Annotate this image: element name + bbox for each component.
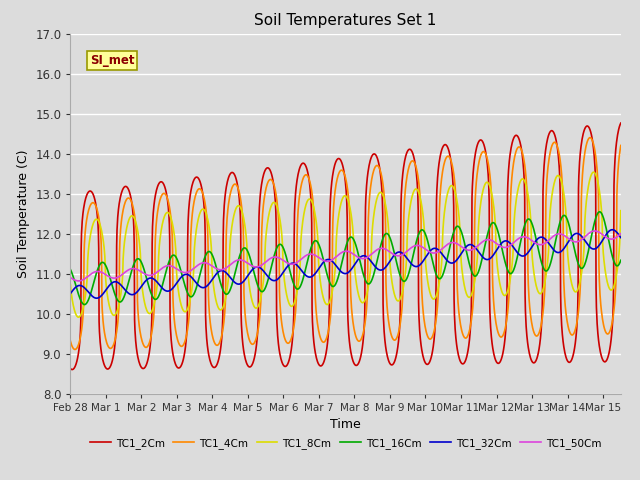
X-axis label: Time: Time <box>330 418 361 431</box>
Line: TC1_8Cm: TC1_8Cm <box>70 172 621 317</box>
Y-axis label: Soil Temperature (C): Soil Temperature (C) <box>17 149 29 278</box>
TC1_32Cm <box>321 258 329 264</box>
TC1_50Cm <box>591 228 598 234</box>
TC1_2Cm <box>321 355 329 361</box>
TC1_16Cm <box>476 266 483 272</box>
TC1_32Cm <box>153 279 161 285</box>
TC1_50Cm <box>556 231 564 237</box>
TC1_32Cm <box>611 228 618 233</box>
Line: TC1_4Cm: TC1_4Cm <box>70 138 621 349</box>
TC1_50Cm <box>75 278 83 284</box>
TC1_8Cm <box>67 282 74 288</box>
TC1_50Cm <box>153 269 161 275</box>
TC1_32Cm <box>332 262 339 268</box>
TC1_50Cm <box>617 231 625 237</box>
Legend: TC1_2Cm, TC1_4Cm, TC1_8Cm, TC1_16Cm, TC1_32Cm, TC1_50Cm: TC1_2Cm, TC1_4Cm, TC1_8Cm, TC1_16Cm, TC1… <box>86 434 605 453</box>
TC1_4Cm <box>321 338 329 344</box>
TC1_16Cm <box>321 264 329 269</box>
TC1_50Cm <box>67 275 74 280</box>
TC1_16Cm <box>556 219 564 225</box>
TC1_50Cm <box>321 258 329 264</box>
TC1_50Cm <box>332 254 339 260</box>
TC1_50Cm <box>476 241 483 247</box>
TC1_4Cm <box>153 215 161 221</box>
TC1_16Cm <box>611 260 618 265</box>
TC1_4Cm <box>67 338 74 344</box>
TC1_32Cm <box>67 291 74 297</box>
TC1_2Cm <box>476 138 483 144</box>
TC1_4Cm <box>611 303 618 309</box>
TC1_4Cm <box>71 347 79 352</box>
TC1_16Cm <box>81 302 88 308</box>
TC1_8Cm <box>476 210 483 216</box>
Line: TC1_32Cm: TC1_32Cm <box>70 230 621 298</box>
TC1_32Cm <box>617 235 625 240</box>
TC1_8Cm <box>556 175 564 181</box>
TC1_2Cm <box>68 367 76 372</box>
TC1_2Cm <box>556 191 564 196</box>
TC1_4Cm <box>476 156 483 162</box>
TC1_8Cm <box>611 282 618 288</box>
TC1_8Cm <box>617 208 625 214</box>
Line: TC1_2Cm: TC1_2Cm <box>70 123 621 370</box>
Text: SI_met: SI_met <box>90 54 134 67</box>
TC1_32Cm <box>93 295 100 301</box>
TC1_8Cm <box>153 286 161 291</box>
TC1_16Cm <box>617 257 625 263</box>
TC1_4Cm <box>617 143 625 148</box>
TC1_16Cm <box>67 266 74 272</box>
TC1_32Cm <box>556 249 564 255</box>
TC1_32Cm <box>476 250 483 256</box>
Line: TC1_16Cm: TC1_16Cm <box>70 212 621 305</box>
TC1_8Cm <box>321 300 329 305</box>
TC1_4Cm <box>586 135 594 141</box>
TC1_2Cm <box>332 160 339 166</box>
TC1_4Cm <box>556 158 564 164</box>
TC1_2Cm <box>153 186 161 192</box>
TC1_8Cm <box>332 264 339 269</box>
TC1_2Cm <box>67 366 74 372</box>
TC1_8Cm <box>75 314 83 320</box>
TC1_50Cm <box>611 236 618 241</box>
TC1_2Cm <box>617 120 625 126</box>
TC1_32Cm <box>609 227 616 233</box>
TC1_16Cm <box>596 209 604 215</box>
TC1_2Cm <box>610 182 618 188</box>
TC1_16Cm <box>153 296 161 302</box>
Title: Soil Temperatures Set 1: Soil Temperatures Set 1 <box>255 13 436 28</box>
TC1_8Cm <box>589 169 597 175</box>
Line: TC1_50Cm: TC1_50Cm <box>70 231 621 281</box>
TC1_4Cm <box>332 186 339 192</box>
TC1_16Cm <box>332 282 339 288</box>
